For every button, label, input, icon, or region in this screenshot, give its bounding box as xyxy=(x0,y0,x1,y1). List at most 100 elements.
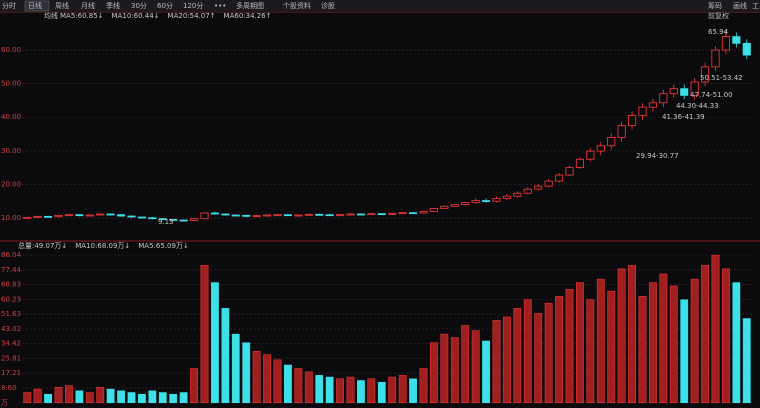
volume-bar xyxy=(576,282,584,404)
toolbar-tab[interactable]: ••• xyxy=(214,2,226,10)
toolbar-tab[interactable]: 诊股 xyxy=(321,1,335,10)
candle-body xyxy=(106,213,115,216)
toolbar-tab[interactable]: 个股资料 xyxy=(283,1,311,10)
volume-bar xyxy=(346,376,355,404)
candle-body xyxy=(75,214,84,217)
candle-body xyxy=(356,213,365,216)
price-annotation: 29.94-30.77 xyxy=(636,152,679,160)
volume-bar xyxy=(357,380,365,404)
candle-body xyxy=(148,217,157,220)
candle-body xyxy=(461,202,470,205)
candle-body xyxy=(409,212,418,215)
volume-bar xyxy=(190,368,198,404)
candle-body xyxy=(388,212,397,215)
candle-body xyxy=(367,213,376,216)
volume-bar xyxy=(85,392,94,404)
toolbar-button[interactable]: 画线 xyxy=(733,1,747,10)
volume-bar xyxy=(23,392,32,404)
volume-bar xyxy=(638,296,647,404)
volume-bar xyxy=(377,381,386,404)
volume-bar xyxy=(482,340,490,404)
candle-body xyxy=(23,216,32,219)
volume-bar xyxy=(659,273,668,404)
y-tick-label: 40.00 xyxy=(1,113,21,121)
candle-body xyxy=(669,88,678,95)
volume-bar xyxy=(367,378,376,404)
candle-body xyxy=(492,198,501,202)
price-annotation: 41.36-41.39 xyxy=(662,113,705,121)
candle-body xyxy=(659,93,668,104)
volume-bar xyxy=(523,299,532,404)
candle-body xyxy=(336,214,345,217)
toolbar-tab[interactable]: 周线 xyxy=(55,1,69,10)
volume-bar xyxy=(54,387,63,404)
legend-entry: MA10:60.44↓ xyxy=(112,12,160,20)
legend-entry: 总量:49.07万↓ xyxy=(18,241,67,250)
candle-body xyxy=(482,200,491,202)
volume-bar xyxy=(221,308,230,404)
candle-body xyxy=(325,214,334,217)
candle-body xyxy=(179,219,188,222)
price-annotation: 50.51-53.42 xyxy=(700,74,743,82)
legend-entry: MA10:68.09万↓ xyxy=(75,242,130,250)
volume-bar xyxy=(158,392,167,404)
y-tick-label: 20.00 xyxy=(1,180,21,188)
toolbar-tab[interactable]: 季线 xyxy=(106,1,120,10)
volume-bar xyxy=(263,354,271,404)
candle-body xyxy=(346,213,355,216)
candle-body xyxy=(701,66,710,83)
volume-bar xyxy=(33,388,42,404)
candle-body xyxy=(158,218,167,221)
toolbar-tab[interactable]: 120分 xyxy=(183,1,203,10)
candle-body xyxy=(252,215,261,218)
volume-bar xyxy=(471,330,480,404)
volume-bar xyxy=(628,265,636,404)
toolbar-tab[interactable]: 多周期图 xyxy=(236,1,264,10)
candle-body xyxy=(294,214,303,217)
volume-bar xyxy=(450,337,459,404)
candle-body xyxy=(398,212,407,215)
candle-body xyxy=(586,150,595,160)
volume-bar xyxy=(273,359,282,404)
candle-body xyxy=(273,214,282,217)
volume-bar xyxy=(503,316,511,404)
volume-bar xyxy=(607,290,616,404)
volume-bar xyxy=(565,289,574,404)
candle-body xyxy=(513,192,522,197)
candle-body xyxy=(221,213,230,216)
candle-body xyxy=(440,205,449,210)
adjust-label[interactable]: 前复权 xyxy=(708,11,729,20)
price-annotation: 44.30-44.33 xyxy=(676,102,719,110)
candle-body xyxy=(54,214,63,218)
volume-bar xyxy=(492,320,501,404)
volume-bar xyxy=(669,285,678,404)
volume-bar xyxy=(711,254,720,404)
candle-body xyxy=(231,214,240,217)
candle-body xyxy=(711,49,720,68)
volume-bar xyxy=(231,333,240,404)
candle-body xyxy=(471,200,480,203)
volume-bar xyxy=(732,282,741,404)
volume-bar xyxy=(138,393,146,404)
toolbar-tab[interactable]: 分时 xyxy=(2,1,16,10)
volume-bar xyxy=(44,393,52,404)
toolbar-tab[interactable]: 日线 xyxy=(28,1,42,10)
toolbar-tab[interactable]: 30分 xyxy=(131,1,147,10)
toolbar-tab[interactable]: 月线 xyxy=(81,1,95,10)
toolbar-tab[interactable]: 60分 xyxy=(157,1,173,10)
legend-entry: MA60:34.26↑ xyxy=(224,12,272,20)
volume-bar xyxy=(75,390,84,404)
active-tab xyxy=(24,0,50,12)
toolbar-button[interactable]: 筹码 xyxy=(708,1,722,10)
y-tick-label: 30.00 xyxy=(1,147,21,155)
volume-bar xyxy=(440,333,449,404)
y-tick-label: 25.81 xyxy=(1,354,21,362)
candle-body xyxy=(523,188,532,194)
candle-body xyxy=(575,158,584,169)
candle-body xyxy=(96,213,105,216)
toolbar-button[interactable]: 工 xyxy=(752,2,759,10)
candle-body xyxy=(200,212,209,220)
volume-bar xyxy=(200,265,209,404)
legend-title: 均线 xyxy=(44,11,58,20)
volume-bar xyxy=(325,376,334,404)
